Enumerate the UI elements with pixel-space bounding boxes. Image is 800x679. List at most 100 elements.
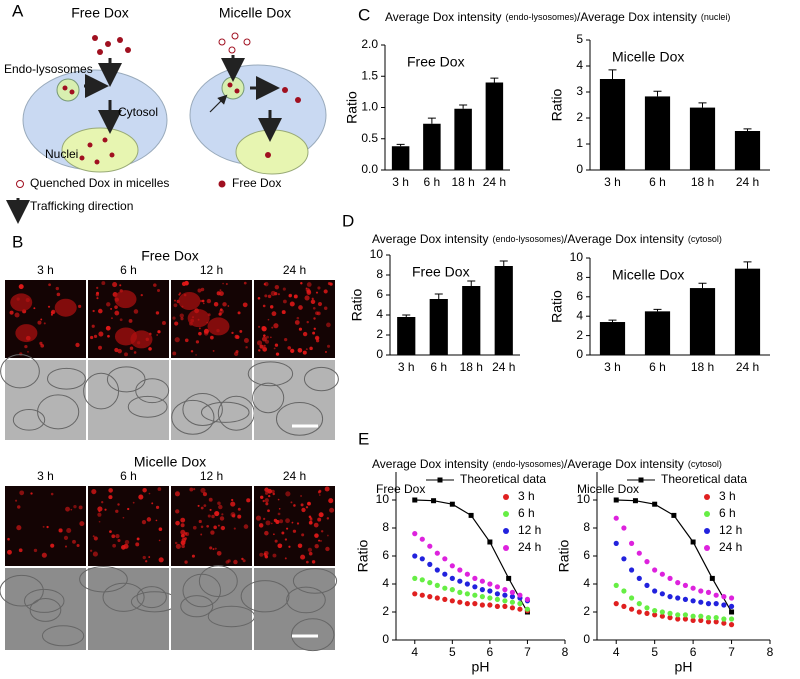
y-tick-label: 4 [576, 308, 583, 322]
cell-spot [212, 349, 215, 352]
chart-title: Micelle Dox [577, 482, 639, 496]
cell-spot [323, 306, 328, 310]
cell-spot [270, 522, 273, 525]
data-point [427, 561, 433, 568]
cell-spot [119, 318, 123, 322]
x-tick-label: 6 [690, 645, 697, 659]
cell-outline [292, 568, 338, 594]
cell-spot [318, 512, 324, 518]
data-point [517, 592, 523, 598]
legend-label: 24 h [719, 540, 742, 554]
cell-spot [261, 336, 267, 342]
cell-spot [173, 303, 178, 308]
cell-spot [293, 504, 296, 507]
cell-spot [161, 320, 166, 325]
cell-spot [290, 501, 293, 504]
heading-part: (cytosol) [688, 234, 722, 244]
data-point [464, 571, 470, 577]
cell-spot [172, 351, 177, 356]
cell-spot [313, 327, 316, 330]
cell-spot [140, 293, 143, 297]
cell-spot [298, 305, 303, 310]
cell-spot [317, 517, 322, 522]
cell-spot [305, 506, 309, 509]
cell-spot [18, 548, 23, 553]
y-tick-label: 4 [382, 576, 389, 590]
cell-spot [138, 494, 144, 500]
x-tick-label: 6 h [649, 360, 666, 374]
chart-title: Free Dox [407, 54, 465, 70]
cell-spot [41, 552, 47, 558]
cell-spot [273, 347, 276, 350]
cell-spot [262, 346, 268, 352]
cell-spot [180, 533, 185, 538]
data-point [434, 582, 440, 589]
legend-marker [503, 494, 509, 500]
y-tick-label: 0 [576, 347, 583, 361]
data-point [517, 601, 523, 607]
error-bar [608, 69, 617, 79]
cell-spot [27, 351, 29, 353]
cell-spot [273, 323, 279, 329]
data-point [412, 553, 418, 559]
data-point [434, 550, 440, 556]
cell-spot [271, 326, 274, 329]
data-point [487, 602, 493, 608]
cell-spot [43, 322, 46, 325]
cell-spot [115, 509, 119, 513]
cell-spot [9, 310, 14, 315]
x-tick-label: 5 [651, 645, 658, 659]
cell-outline [127, 395, 168, 418]
data-point [457, 567, 463, 573]
cell-spot [70, 508, 73, 511]
cell-spot [199, 299, 203, 303]
cell-spot [214, 547, 217, 550]
x-tick-label: 7 [524, 645, 531, 659]
cell-spot [174, 541, 178, 545]
cell-spot [306, 282, 312, 287]
cell-spot [262, 499, 265, 503]
nucleus-image [178, 291, 201, 310]
chart-title: Free Dox [376, 482, 425, 496]
cell-spot [127, 507, 130, 511]
endo-lysosome [56, 78, 80, 102]
legend-label: Trafficking direction [30, 199, 133, 213]
cell-spot [234, 334, 239, 339]
theory-point [690, 539, 696, 545]
cell-spot [33, 548, 38, 553]
theory-point [449, 501, 455, 507]
cell-spot [174, 337, 180, 343]
cell-spot [189, 487, 194, 492]
cell-spot [180, 317, 184, 321]
cell-spot [241, 557, 244, 561]
cell-spot [50, 492, 54, 496]
data-point [613, 582, 619, 589]
data-point [675, 595, 681, 601]
cell-spot [325, 546, 330, 552]
cell-spot [142, 487, 147, 493]
cell-spot [153, 283, 157, 287]
error-bar [490, 77, 499, 83]
cell-spot [300, 554, 306, 560]
cell-spot [213, 302, 219, 307]
data-point [705, 615, 712, 621]
data-point [728, 616, 735, 622]
cell-outline [23, 588, 65, 613]
cell-spot [285, 491, 291, 497]
data-point [427, 594, 433, 600]
cell-spot [200, 533, 203, 536]
x-tick-label: 3 h [604, 360, 621, 374]
x-tick-label: 24 h [736, 175, 759, 189]
cell-spot [135, 542, 140, 547]
cell-spot [217, 501, 221, 506]
y-tick-label: 1.0 [361, 100, 378, 114]
data-point [487, 595, 493, 601]
data-point [457, 578, 463, 584]
cell-spot [256, 340, 263, 346]
cell-spot [326, 534, 329, 537]
brightfield-image [5, 360, 86, 440]
error-bar [459, 104, 468, 109]
cell-spot [198, 519, 202, 524]
cell-spot [306, 289, 311, 294]
data-point [652, 608, 658, 614]
